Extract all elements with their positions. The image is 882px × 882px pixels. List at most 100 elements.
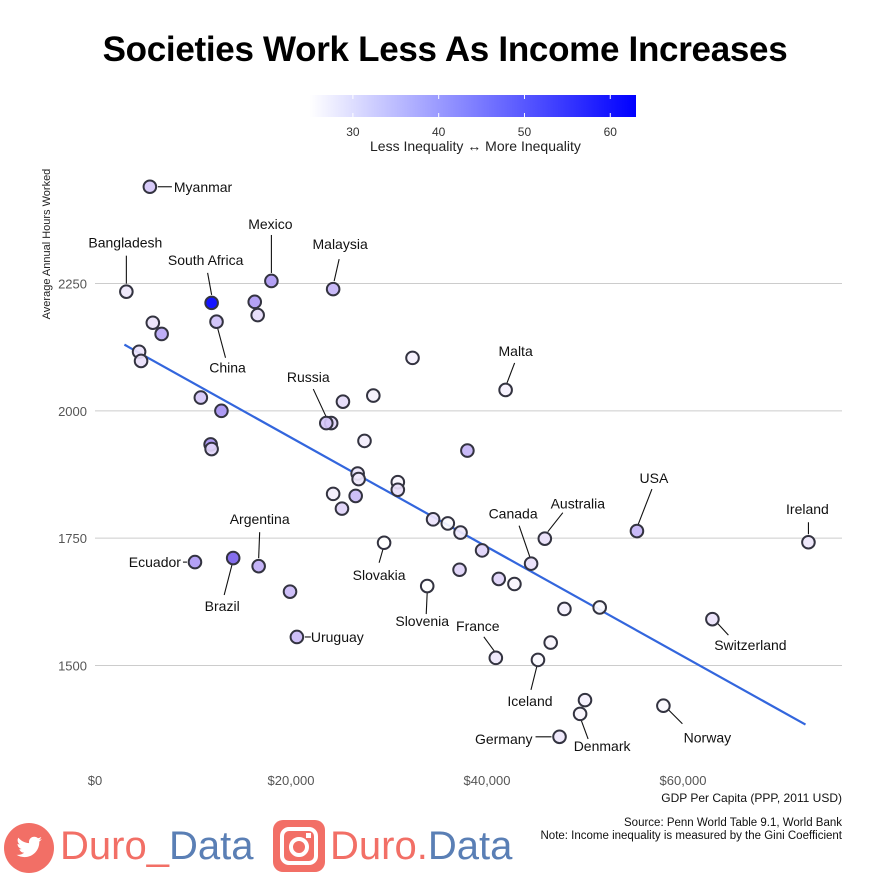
leader-line — [530, 665, 538, 691]
data-point — [133, 353, 149, 369]
data-point — [491, 571, 507, 587]
leader-line — [716, 622, 729, 636]
source-text: Source: Penn World Table 9.1, World Bank — [624, 817, 842, 829]
data-point — [507, 576, 522, 592]
x-tick-label: $60,000 — [660, 773, 707, 788]
twitter-handle: Duro_Data — [60, 822, 253, 870]
data-point-brazil — [225, 550, 241, 566]
chart-title: Societies Work Less As Income Increases — [102, 30, 788, 69]
data-point-norway — [656, 698, 671, 714]
instagram-icon — [273, 820, 325, 872]
data-point — [193, 390, 209, 405]
leader-line — [518, 525, 531, 558]
data-point — [543, 635, 559, 650]
data-point — [214, 403, 229, 419]
leader-line — [637, 488, 653, 526]
data-point-malaysia — [325, 281, 341, 297]
x-axis-label: GDP Per Capita (PPP, 2011 USD) — [661, 791, 842, 805]
data-point — [440, 516, 456, 531]
data-point-russia — [318, 415, 334, 431]
data-point — [247, 294, 263, 310]
point-label: Ecuador — [129, 554, 181, 570]
x-tick-label: $0 — [88, 773, 102, 788]
data-point — [351, 471, 366, 487]
twitter-icon — [4, 823, 54, 873]
y-tick-label: 2250 — [58, 277, 87, 292]
point-label: Ireland — [786, 501, 829, 517]
data-point — [453, 525, 468, 540]
leader-line — [223, 563, 233, 596]
point-label: Germany — [475, 731, 533, 747]
data-point-switzerland — [705, 611, 720, 627]
data-point — [334, 501, 350, 516]
data-point — [335, 394, 351, 409]
point-label: Slovenia — [395, 613, 449, 629]
y-tick-label: 1750 — [58, 531, 87, 546]
leader-line — [258, 532, 261, 559]
data-point — [390, 482, 406, 498]
twitter-handle-part-1: Duro_ — [60, 824, 169, 868]
data-point — [348, 488, 363, 504]
data-point-canada — [523, 556, 539, 571]
point-label: USA — [640, 470, 669, 486]
data-point — [557, 601, 572, 617]
data-point — [145, 315, 161, 331]
instagram-handle-part-2: Data — [427, 824, 513, 868]
y-tick-label: 2000 — [58, 404, 87, 419]
y-tick-labels: 1500 1750 2000 2250 — [58, 277, 87, 674]
leader-line — [506, 362, 516, 385]
leader-line — [312, 388, 327, 418]
point-label: France — [456, 618, 500, 634]
instagram-handle-dot: . — [416, 824, 428, 868]
point-label: Brazil — [205, 598, 240, 614]
data-point-south-africa — [204, 295, 219, 311]
data-point-slovakia — [376, 535, 392, 551]
legend-tick-label: 50 — [517, 125, 532, 139]
legend-tick-label: 60 — [603, 125, 617, 139]
data-point — [366, 388, 381, 403]
x-tick-label: $20,000 — [268, 773, 315, 788]
data-points — [119, 179, 816, 745]
leader-line — [207, 272, 213, 295]
twitter-handle-part-2: Data — [168, 824, 254, 868]
leader-line — [547, 512, 564, 533]
data-point-mexico — [264, 273, 279, 289]
data-point-malta — [498, 382, 513, 398]
point-label: Slovakia — [353, 567, 406, 583]
data-point-iceland — [530, 652, 546, 668]
label-leader-lines — [125, 186, 809, 740]
data-point-bangladesh — [119, 284, 134, 299]
data-point-uruguay — [289, 629, 305, 645]
gini-note-text: Note: Income inequality is measured by t… — [540, 830, 843, 842]
leader-line — [216, 327, 227, 358]
x-tick-label: $40,000 — [464, 773, 511, 788]
legend-caption: Less Inequality ↔ More Inequality — [370, 138, 581, 154]
point-label: Canada — [489, 506, 538, 522]
point-label: Malaysia — [313, 236, 368, 252]
leader-line — [378, 548, 384, 563]
instagram-handle: Duro.Data — [330, 822, 512, 870]
point-label: Mexico — [248, 216, 293, 232]
leader-line — [425, 592, 428, 615]
data-point-denmark — [572, 706, 588, 722]
point-label: Norway — [684, 730, 731, 746]
point-label: Malta — [499, 343, 533, 359]
data-point-usa — [629, 523, 645, 539]
data-point — [425, 512, 441, 527]
point-label: Iceland — [507, 693, 552, 709]
leader-line — [483, 636, 496, 653]
point-label: Russia — [287, 369, 330, 385]
data-point — [452, 562, 467, 578]
data-point — [460, 443, 475, 458]
legend-tick-label: 40 — [431, 125, 446, 139]
point-label: Australia — [551, 496, 606, 512]
data-point — [577, 692, 593, 708]
data-point — [325, 486, 341, 502]
source-note: Source: Penn World Table 9.1, World Bank… — [541, 817, 843, 843]
data-point — [474, 543, 490, 558]
point-label: Switzerland — [714, 637, 786, 653]
data-point — [204, 441, 219, 457]
point-labels: Myanmar Bangladesh South Africa Mexico Malay… — [88, 179, 828, 754]
data-point — [154, 326, 169, 342]
